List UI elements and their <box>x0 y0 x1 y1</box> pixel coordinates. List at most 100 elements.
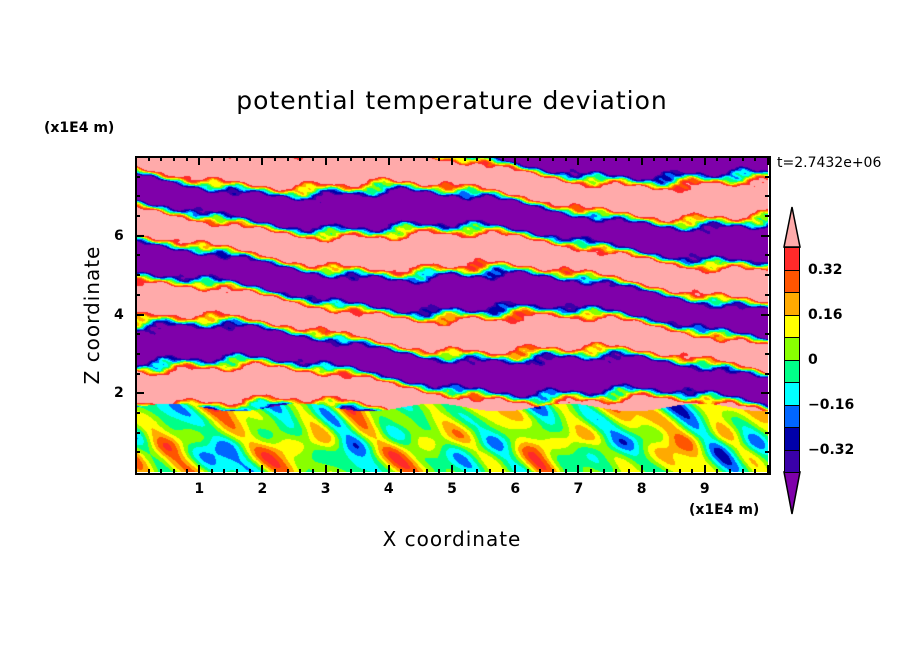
colorbar-box <box>784 404 800 428</box>
x-tick <box>653 469 656 473</box>
x-tick <box>261 465 264 473</box>
x-tick <box>526 157 529 161</box>
x-tick <box>349 157 352 161</box>
x-tick <box>627 157 630 161</box>
x-tick <box>362 469 365 473</box>
colorbar-box <box>784 382 800 406</box>
x-tick <box>665 157 668 161</box>
x-tick <box>413 157 416 161</box>
x-tick <box>375 469 378 473</box>
y-tick <box>765 372 769 375</box>
x-tick <box>526 469 529 473</box>
x-tick <box>716 469 719 473</box>
x-tick <box>729 469 732 473</box>
x-tick <box>425 469 428 473</box>
y-tick <box>761 392 769 395</box>
x-tick <box>615 157 618 161</box>
x-tick <box>653 157 656 161</box>
x-tick <box>741 469 744 473</box>
x-tick <box>160 469 163 473</box>
x-tick <box>324 157 327 165</box>
y-tick-label: 6 <box>114 227 124 244</box>
x-tick <box>210 469 213 473</box>
x-tick-label: 8 <box>636 481 647 497</box>
colorbar-box <box>784 337 800 361</box>
x-tick-label: 4 <box>383 481 394 497</box>
heatmap-field <box>136 157 768 472</box>
x-tick <box>362 157 365 161</box>
x-tick-label: 2 <box>257 481 268 497</box>
x-tick <box>147 469 150 473</box>
y-tick <box>136 372 140 375</box>
y-tick <box>136 293 140 296</box>
y-tick <box>136 451 140 454</box>
y-tick <box>765 254 769 257</box>
y-tick <box>765 195 769 198</box>
x-tick <box>488 469 491 473</box>
x-tick <box>716 157 719 161</box>
x-tick-label: 7 <box>573 481 584 497</box>
colorbar-label: −0.16 <box>808 396 855 413</box>
y-tick <box>136 195 140 198</box>
x-tick <box>438 157 441 161</box>
x-tick <box>223 469 226 473</box>
x-tick <box>552 157 555 161</box>
x-tick <box>703 157 706 165</box>
colorbar-box <box>784 427 800 451</box>
y-tick <box>765 333 769 336</box>
x-tick <box>311 157 314 161</box>
x-tick <box>564 469 567 473</box>
x-tick <box>438 469 441 473</box>
x-tick <box>387 157 390 165</box>
x-tick <box>640 465 643 473</box>
x-tick <box>451 157 453 165</box>
x-tick <box>425 157 428 161</box>
colorbar-box <box>784 449 800 473</box>
x-tick <box>185 157 188 161</box>
y-tick-label: 4 <box>114 306 124 323</box>
x-tick <box>640 157 643 165</box>
x-tick-label: 3 <box>320 481 331 497</box>
colorbar-label: −0.32 <box>808 441 855 458</box>
colorbar-over-triangle <box>783 206 801 248</box>
y-tick <box>765 411 769 414</box>
plot-frame <box>135 156 771 475</box>
y-tick <box>765 215 769 218</box>
y-tick <box>136 352 140 355</box>
x-tick <box>552 469 555 473</box>
x-tick <box>691 469 694 473</box>
chart-title: potential temperature deviation <box>236 86 668 115</box>
x-tick <box>703 465 706 473</box>
x-tick <box>501 469 504 473</box>
x-tick <box>400 469 403 473</box>
x-tick <box>767 157 769 165</box>
y-unit-label: (x1E4 m) <box>44 120 115 136</box>
x-tick <box>729 157 732 161</box>
y-tick <box>136 215 140 218</box>
y-tick <box>136 431 140 434</box>
x-tick <box>602 469 605 473</box>
x-tick <box>185 469 188 473</box>
x-tick <box>514 157 517 165</box>
x-tick <box>476 157 479 161</box>
x-tick <box>172 157 175 161</box>
y-tick <box>765 431 769 434</box>
x-tick <box>602 157 605 161</box>
x-tick <box>400 157 403 161</box>
x-unit-label: (x1E4 m) <box>689 502 760 518</box>
x-tick <box>539 469 542 473</box>
x-tick <box>678 157 681 161</box>
x-tick <box>539 157 542 161</box>
x-tick-label: 6 <box>510 481 521 497</box>
x-tick <box>678 469 681 473</box>
x-tick <box>236 157 239 161</box>
x-tick <box>741 157 744 161</box>
x-tick <box>488 157 491 161</box>
x-tick <box>147 157 150 161</box>
y-tick <box>765 451 769 454</box>
x-tick <box>413 469 416 473</box>
x-tick <box>337 157 340 161</box>
y-tick <box>765 175 769 178</box>
x-tick <box>375 157 378 161</box>
colorbar-under-triangle <box>783 471 801 515</box>
